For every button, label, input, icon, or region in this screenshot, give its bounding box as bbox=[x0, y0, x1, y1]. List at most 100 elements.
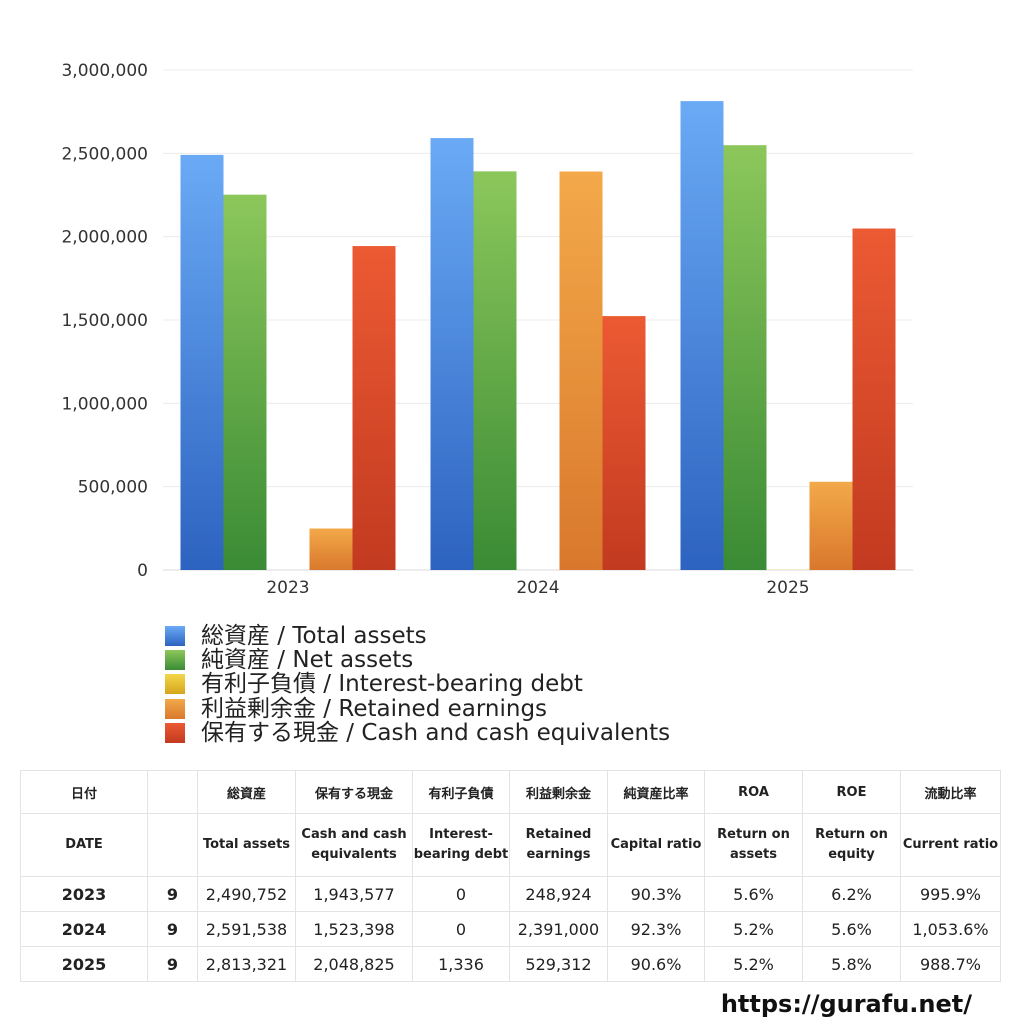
grid-lines bbox=[163, 69, 913, 571]
x-axis-labels: 2023 2024 2025 bbox=[266, 578, 809, 598]
table-cell: 5.2% bbox=[704, 946, 803, 982]
legend-label: 総資産 / Total assets bbox=[201, 623, 427, 650]
bar-chart: 0 500,000 1,000,000 1,500,000 2,000,000 2,500… bbox=[61, 61, 913, 598]
header-cell bbox=[147, 770, 198, 814]
year-cell: 2024 bbox=[20, 911, 148, 947]
y-axis-labels: 0 500,000 1,000,000 1,500,000 2,000,000 2,500… bbox=[61, 61, 148, 581]
legend-swatch bbox=[165, 674, 185, 695]
header-cell: 純資産比率 bbox=[607, 770, 705, 814]
header-cell: ROE bbox=[802, 770, 901, 814]
header-cell bbox=[147, 813, 198, 877]
y-tick-label: 0 bbox=[137, 561, 148, 581]
header-cell: Cash and cash equivalents bbox=[295, 813, 413, 877]
header-cell: Total assets bbox=[197, 813, 296, 877]
month-cell: 9 bbox=[147, 946, 198, 982]
legend-label: 有利子負債 / Interest-bearing debt bbox=[201, 671, 583, 698]
table-cell: 2,490,752 bbox=[197, 876, 296, 912]
table-row: 2023 9 2,490,752 1,943,577 0 248,924 90.… bbox=[20, 876, 1001, 912]
table-cell: 1,336 bbox=[412, 946, 510, 982]
table-cell: 6.2% bbox=[802, 876, 901, 912]
y-tick-label: 1,000,000 bbox=[61, 394, 148, 414]
table-cell: 2,048,825 bbox=[295, 946, 413, 982]
header-cell: DATE bbox=[20, 813, 148, 877]
legend-label: 純資産 / Net assets bbox=[201, 647, 414, 674]
table-cell: 995.9% bbox=[900, 876, 1001, 912]
table-row: 2024 9 2,591,538 1,523,398 0 2,391,000 9… bbox=[20, 911, 1001, 947]
bars bbox=[180, 101, 896, 571]
x-tick-label: 2025 bbox=[766, 578, 809, 598]
table-cell: 5.6% bbox=[802, 911, 901, 947]
table-cell: 1,943,577 bbox=[295, 876, 413, 912]
y-tick-label: 2,500,000 bbox=[61, 144, 148, 164]
header-cell: Capital ratio bbox=[607, 813, 705, 877]
table-cell: 988.7% bbox=[900, 946, 1001, 982]
month-cell: 9 bbox=[147, 876, 198, 912]
legend-swatch bbox=[165, 650, 185, 671]
bar bbox=[809, 481, 853, 570]
header-cell: Interest-bearing debt bbox=[412, 813, 510, 877]
bar bbox=[602, 316, 646, 570]
table-cell: 2,813,321 bbox=[197, 946, 296, 982]
header-cell: 総資産 bbox=[197, 770, 296, 814]
legend-item: 総資産 / Total assets bbox=[165, 624, 670, 648]
legend: 総資産 / Total assets 純資産 / Net assets 有利子負… bbox=[165, 624, 670, 745]
bar bbox=[352, 246, 396, 570]
header-cell: 有利子負債 bbox=[412, 770, 510, 814]
bar bbox=[430, 138, 474, 570]
header-cell: Return on equity bbox=[802, 813, 901, 877]
header-cell: 保有する現金 bbox=[295, 770, 413, 814]
x-tick-label: 2023 bbox=[266, 578, 309, 598]
table-cell: 92.3% bbox=[607, 911, 705, 947]
header-cell: 利益剰余金 bbox=[509, 770, 608, 814]
y-tick-label: 2,000,000 bbox=[61, 228, 148, 248]
table-header-en: DATE Total assets Cash and cash equivale… bbox=[20, 813, 1001, 877]
table-cell: 1,523,398 bbox=[295, 911, 413, 947]
legend-label: 保有する現金 / Cash and cash equivalents bbox=[201, 719, 671, 746]
table-cell: 5.2% bbox=[704, 911, 803, 947]
bar bbox=[180, 154, 224, 570]
header-cell: ROA bbox=[704, 770, 803, 814]
bar bbox=[223, 194, 267, 570]
year-cell: 2023 bbox=[20, 876, 148, 912]
bar bbox=[680, 101, 724, 571]
table-cell: 2,391,000 bbox=[509, 911, 608, 947]
table-cell: 2,591,538 bbox=[197, 911, 296, 947]
legend-swatch bbox=[165, 626, 185, 647]
table-cell: 0 bbox=[412, 911, 510, 947]
header-cell: Current ratio bbox=[900, 813, 1001, 877]
y-tick-label: 1,500,000 bbox=[61, 311, 148, 331]
table-header-jp: 日付 総資産 保有する現金 有利子負債 利益剰余金 純資産比率 ROA ROE … bbox=[20, 770, 1001, 814]
legend-item: 純資産 / Net assets bbox=[165, 648, 670, 672]
y-tick-label: 3,000,000 bbox=[61, 61, 148, 81]
bar bbox=[309, 528, 353, 570]
table-cell: 90.3% bbox=[607, 876, 705, 912]
site-url: https://gurafu.net/ bbox=[720, 990, 972, 1018]
table-cell: 90.6% bbox=[607, 946, 705, 982]
year-cell: 2025 bbox=[20, 946, 148, 982]
legend-item: 有利子負債 / Interest-bearing debt bbox=[165, 672, 670, 696]
bar bbox=[559, 171, 603, 570]
x-tick-label: 2024 bbox=[516, 578, 559, 598]
legend-swatch bbox=[165, 722, 185, 743]
header-cell: Return on assets bbox=[704, 813, 803, 877]
month-cell: 9 bbox=[147, 911, 198, 947]
y-tick-label: 500,000 bbox=[78, 478, 148, 498]
financial-table: 日付 総資産 保有する現金 有利子負債 利益剰余金 純資産比率 ROA ROE … bbox=[20, 770, 1001, 982]
table-cell: 5.8% bbox=[802, 946, 901, 982]
bar bbox=[723, 145, 767, 570]
legend-item: 利益剰余金 / Retained earnings bbox=[165, 697, 670, 721]
table-cell: 5.6% bbox=[704, 876, 803, 912]
bar bbox=[473, 171, 517, 571]
header-cell: 日付 bbox=[20, 770, 148, 814]
legend-item: 保有する現金 / Cash and cash equivalents bbox=[165, 721, 670, 745]
table-cell: 529,312 bbox=[509, 946, 608, 982]
legend-swatch bbox=[165, 698, 185, 719]
legend-label: 利益剰余金 / Retained earnings bbox=[201, 695, 548, 722]
header-cell: 流動比率 bbox=[900, 770, 1001, 814]
table-row: 2025 9 2,813,321 2,048,825 1,336 529,312… bbox=[20, 946, 1001, 982]
table-cell: 0 bbox=[412, 876, 510, 912]
header-cell: Retained earnings bbox=[509, 813, 608, 877]
table-cell: 1,053.6% bbox=[900, 911, 1001, 947]
table-cell: 248,924 bbox=[509, 876, 608, 912]
bar bbox=[852, 228, 896, 570]
